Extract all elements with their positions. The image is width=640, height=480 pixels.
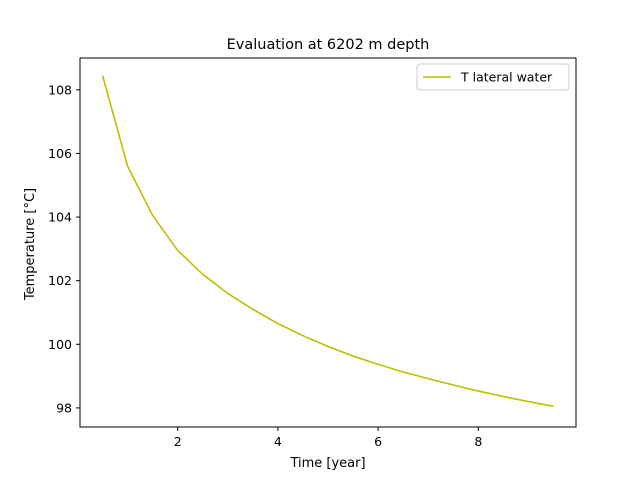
legend-entry-label: T lateral water (460, 70, 553, 85)
x-tick-label: 6 (374, 434, 382, 449)
x-tick-label: 8 (474, 434, 482, 449)
x-axis-ticks: 2 4 6 8 (174, 427, 482, 449)
y-tick-label: 104 (48, 210, 72, 225)
y-tick-label: 108 (48, 82, 72, 97)
legend-box (416, 63, 570, 91)
y-axis-label: Temperature [°C] (23, 188, 38, 301)
x-tick-label: 4 (274, 434, 282, 449)
chart-title: Evaluation at 6202 m depth (227, 37, 430, 53)
y-axis-ticks: 98 100 102 104 106 108 (48, 82, 80, 415)
y-tick-label: 98 (56, 400, 72, 415)
x-tick-label: 2 (174, 434, 182, 449)
y-tick-label: 102 (48, 273, 72, 288)
legend: T lateral water (416, 63, 570, 91)
series-layer (101, 75, 554, 408)
y-tick-label: 106 (48, 146, 72, 161)
y-tick-label: 100 (48, 337, 72, 352)
x-axis-label: Time [year] (289, 456, 365, 471)
axes-frame (79, 57, 577, 428)
series-line-0 (101, 75, 554, 408)
